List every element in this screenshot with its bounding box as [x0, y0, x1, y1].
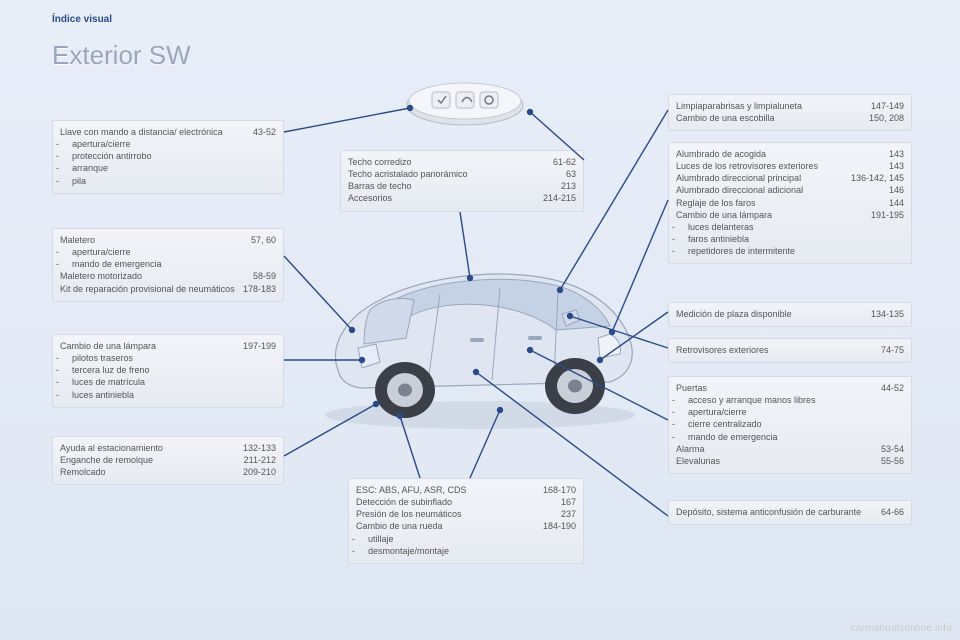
item-page: 44-52 — [881, 382, 904, 394]
item-page: 53-54 — [881, 443, 904, 455]
sub-item: pila — [60, 175, 276, 187]
box-llave: Llave con mando a distancia/ electrónica… — [52, 120, 284, 194]
sub-item: utillaje — [356, 533, 576, 545]
sub-item: faros antiniebla — [676, 233, 904, 245]
item-label: Alarma — [676, 443, 881, 455]
item-page: 57, 60 — [251, 234, 276, 246]
item-label: Alumbrado direccional adicional — [676, 184, 889, 196]
item-label: Maletero motorizado — [60, 270, 253, 282]
item-label: Reglaje de los faros — [676, 197, 889, 209]
item-label: Remolcado — [60, 466, 243, 478]
item-label: Cambio de una escobilla — [676, 112, 869, 124]
item-label: Depósito, sistema anticonfusión de carbu… — [676, 506, 881, 518]
item-page: 134-135 — [871, 308, 904, 320]
item-label: Detección de subinflado — [356, 496, 561, 508]
box-esc: ESC: ABS, AFU, ASR, CDS168-170 Detección… — [348, 478, 584, 564]
box-alumbrado: Alumbrado de acogida143 Luces de los ret… — [668, 142, 912, 264]
sub-item: tercera luz de freno — [60, 364, 276, 376]
item-label: Accesorios — [348, 192, 543, 204]
page-title: Exterior SW — [52, 40, 191, 71]
keyfob-image — [400, 78, 530, 132]
item-page: 178-183 — [243, 283, 276, 295]
sub-item: desmontaje/montaje — [356, 545, 576, 557]
item-label: Barras de techo — [348, 180, 561, 192]
item-page: 143 — [889, 160, 904, 172]
section-label: Índice visual — [52, 14, 112, 25]
item-label: Enganche de remolque — [60, 454, 244, 466]
box-techo: Techo corredizo61-62 Techo acristalado p… — [340, 150, 584, 212]
sub-item: mando de emergencia — [60, 258, 276, 270]
box-ayuda: Ayuda al estacionamiento132-133 Enganche… — [52, 436, 284, 485]
item-label: Ayuda al estacionamiento — [60, 442, 243, 454]
item-page: 213 — [561, 180, 576, 192]
item-page: 144 — [889, 197, 904, 209]
item-page: 211-212 — [244, 454, 276, 466]
item-page: 58-59 — [253, 270, 276, 282]
item-page: 184-190 — [543, 520, 576, 532]
sub-item: luces antiniebla — [60, 389, 276, 401]
item-page: 132-133 — [243, 442, 276, 454]
item-label: Elevalunas — [676, 455, 881, 467]
item-label: Retrovisores exteriores — [676, 344, 881, 356]
sub-item: pilotos traseros — [60, 352, 276, 364]
item-label: Puertas — [676, 382, 881, 394]
box-retrovisor: Retrovisores exteriores74-75 — [668, 338, 912, 363]
item-page: 63 — [566, 168, 576, 180]
box-maletero: Maletero57, 60 apertura/cierre mando de … — [52, 228, 284, 302]
item-label: Limpiaparabrisas y limpialuneta — [676, 100, 871, 112]
item-page: 237 — [561, 508, 576, 520]
sub-item: luces delanteras — [676, 221, 904, 233]
sub-item: luces de matrícula — [60, 376, 276, 388]
item-page: 74-75 — [881, 344, 904, 356]
item-label: Cambio de una lámpara — [60, 340, 243, 352]
item-label: Techo acristalado panorámico — [348, 168, 566, 180]
box-limpia: Limpiaparabrisas y limpialuneta147-149 C… — [668, 94, 912, 131]
item-page: 143 — [889, 148, 904, 160]
sub-item: mando de emergencia — [676, 431, 904, 443]
car-image — [310, 230, 650, 440]
item-label: Techo corredizo — [348, 156, 553, 168]
watermark: carmanualsonline.info — [851, 623, 952, 634]
box-deposito: Depósito, sistema anticonfusión de carbu… — [668, 500, 912, 525]
item-page: 150, 208 — [869, 112, 904, 124]
sub-item: apertura/cierre — [60, 138, 276, 150]
item-label: Presión de los neumáticos — [356, 508, 561, 520]
box-lampara-trasera: Cambio de una lámpara197-199 pilotos tra… — [52, 334, 284, 408]
item-label: Luces de los retrovisores exteriores — [676, 160, 889, 172]
item-page: 61-62 — [553, 156, 576, 168]
item-label: Llave con mando a distancia/ electrónica — [60, 126, 253, 138]
sub-item: repetidores de intermitente — [676, 245, 904, 257]
item-label: Alumbrado direccional principal — [676, 172, 851, 184]
item-page: 167 — [561, 496, 576, 508]
item-page: 209-210 — [243, 466, 276, 478]
item-label: Cambio de una lámpara — [676, 209, 871, 221]
item-page: 136-142, 145 — [851, 172, 904, 184]
sub-item: acceso y arranque manos libres — [676, 394, 904, 406]
item-label: ESC: ABS, AFU, ASR, CDS — [356, 484, 543, 496]
item-page: 147-149 — [871, 100, 904, 112]
item-page: 146 — [889, 184, 904, 196]
sub-item: cierre centralizado — [676, 418, 904, 430]
item-label: Medición de plaza disponible — [676, 308, 871, 320]
item-page: 168-170 — [543, 484, 576, 496]
item-label: Cambio de una rueda — [356, 520, 543, 532]
sub-item: arranque — [60, 162, 276, 174]
item-page: 43-52 — [253, 126, 276, 138]
item-page: 191-195 — [871, 209, 904, 221]
item-label: Maletero — [60, 234, 251, 246]
item-page: 64-66 — [881, 506, 904, 518]
sub-item: apertura/cierre — [676, 406, 904, 418]
box-puertas: Puertas44-52 acceso y arranque manos lib… — [668, 376, 912, 474]
box-medicion: Medición de plaza disponible134-135 — [668, 302, 912, 327]
sub-item: protección antirrobo — [60, 150, 276, 162]
item-page: 197-199 — [243, 340, 276, 352]
item-page: 214-215 — [543, 192, 576, 204]
item-label: Kit de reparación provisional de neumáti… — [60, 283, 243, 295]
item-label: Alumbrado de acogida — [676, 148, 889, 160]
item-page: 55-56 — [881, 455, 904, 467]
sub-item: apertura/cierre — [60, 246, 276, 258]
